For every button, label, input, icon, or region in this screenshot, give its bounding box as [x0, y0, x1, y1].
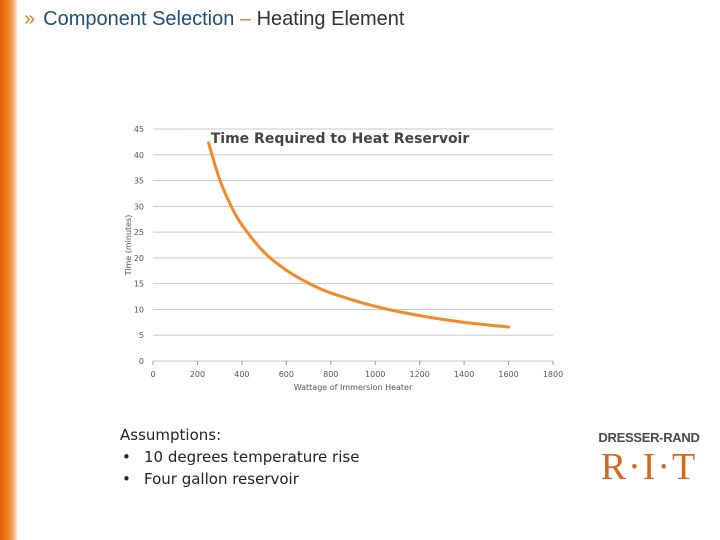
data-point [284, 268, 288, 272]
x-tick-label: 600 [279, 370, 294, 379]
data-point [329, 291, 333, 295]
data-point [229, 203, 233, 207]
x-tick-label: 1200 [409, 370, 429, 379]
y-tick-label: 40 [134, 151, 144, 160]
assumptions-heading: Assumptions: [120, 426, 222, 444]
data-point [307, 281, 311, 285]
assumptions-list: 10 degrees temperature rise Four gallon … [120, 446, 359, 490]
y-tick-label: 10 [134, 305, 144, 314]
y-tick-label: 0 [139, 357, 144, 366]
logo-company-text: DRESSER-RAND [598, 430, 700, 445]
x-axis-label: Wattage of Immersion Heater [294, 383, 413, 392]
y-tick-label: 15 [134, 280, 144, 289]
x-tick-label: 400 [234, 370, 249, 379]
y-axis-label: Time (minutes) [124, 215, 133, 277]
x-tick-label: 0 [150, 370, 155, 379]
data-point [373, 304, 377, 308]
assumption-item: 10 degrees temperature rise [120, 446, 359, 468]
x-tick-label: 1000 [365, 370, 385, 379]
heating-time-chart: 0 5 10 15 20 25 30 35 40 45 0 200 400 600 800 1000 1200… [124, 125, 563, 392]
assumptions-block: Assumptions: 10 degrees temperature rise… [120, 424, 359, 490]
x-tick-label: 1400 [454, 370, 474, 379]
logo-rit-text: R·I·T [600, 446, 698, 488]
title-sub: Heating Element [256, 8, 405, 30]
x-tick-marks [152, 361, 554, 365]
x-tick-label: 800 [323, 370, 338, 379]
assumption-item: Four gallon reservoir [120, 468, 359, 490]
y-tick-label: 20 [134, 254, 144, 263]
y-tick-label: 45 [134, 125, 144, 134]
series-points [207, 141, 511, 329]
x-tick-label: 200 [190, 370, 205, 379]
slide-title: » Component Selection – Heating Element [24, 6, 404, 32]
x-tick-labels: 0 200 400 600 800 1000 1200 1400 1600 1800 [150, 370, 563, 379]
y-tick-label: 30 [134, 202, 144, 211]
x-tick-label: 1800 [543, 370, 563, 379]
y-tick-label: 25 [134, 228, 144, 237]
data-point [262, 250, 266, 254]
x-tick-label: 1600 [498, 370, 518, 379]
y-tick-label: 5 [139, 331, 144, 340]
data-point [218, 178, 222, 182]
y-tick-label: 35 [134, 177, 144, 186]
dresser-rand-rit-logo: DRESSER-RAND R·I·T [590, 430, 708, 498]
accent-side-bar [0, 0, 18, 540]
y-tick-labels: 0 5 10 15 20 25 30 35 40 45 [134, 125, 144, 366]
grid-lines [153, 128, 553, 362]
data-point [507, 325, 511, 329]
title-main: Component Selection [43, 8, 235, 30]
data-point [418, 314, 422, 318]
chart-title: Time Required to Heat Reservoir [211, 131, 470, 147]
chevron-icon: » [24, 8, 36, 30]
data-point [240, 223, 244, 227]
data-point [207, 141, 211, 145]
title-dash: – [239, 8, 252, 30]
data-point [462, 320, 466, 324]
series-line [207, 141, 511, 329]
